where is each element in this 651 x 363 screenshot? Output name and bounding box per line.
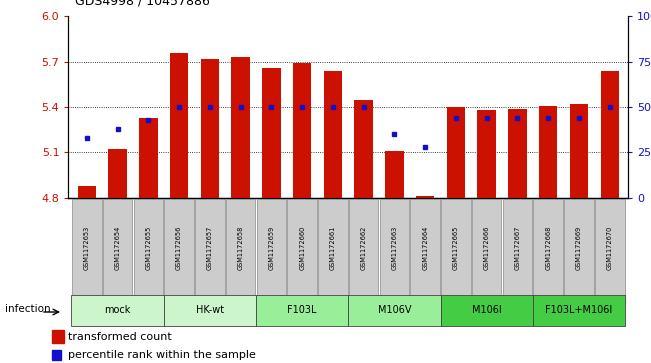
FancyBboxPatch shape <box>349 199 378 297</box>
Text: percentile rank within the sample: percentile rank within the sample <box>68 350 256 360</box>
Text: GSM1172664: GSM1172664 <box>422 225 428 270</box>
Text: GSM1172657: GSM1172657 <box>207 225 213 270</box>
FancyBboxPatch shape <box>410 199 440 297</box>
Text: GSM1172656: GSM1172656 <box>176 225 182 270</box>
FancyBboxPatch shape <box>318 199 348 297</box>
FancyBboxPatch shape <box>348 295 441 326</box>
Text: M106I: M106I <box>472 305 501 315</box>
FancyBboxPatch shape <box>287 199 317 297</box>
Bar <box>77 186 96 198</box>
Text: GSM1172659: GSM1172659 <box>268 226 274 270</box>
Bar <box>447 107 465 198</box>
FancyBboxPatch shape <box>103 199 132 297</box>
Text: HK-wt: HK-wt <box>196 305 224 315</box>
Bar <box>477 110 496 198</box>
Bar <box>170 53 188 198</box>
FancyBboxPatch shape <box>163 295 256 326</box>
Bar <box>416 196 434 198</box>
Bar <box>354 99 373 198</box>
FancyBboxPatch shape <box>595 199 624 297</box>
Bar <box>570 104 589 198</box>
FancyBboxPatch shape <box>256 199 286 297</box>
Text: GSM1172663: GSM1172663 <box>391 226 397 270</box>
Text: infection: infection <box>5 304 51 314</box>
Text: F103L+M106I: F103L+M106I <box>546 305 613 315</box>
Text: GSM1172669: GSM1172669 <box>576 226 582 270</box>
Bar <box>385 151 404 198</box>
Text: GSM1172667: GSM1172667 <box>514 225 520 270</box>
Text: GSM1172655: GSM1172655 <box>145 225 151 270</box>
Text: transformed count: transformed count <box>68 332 172 342</box>
FancyBboxPatch shape <box>533 295 625 326</box>
Text: GSM1172665: GSM1172665 <box>453 225 459 270</box>
Bar <box>262 68 281 198</box>
Bar <box>600 71 619 198</box>
Text: GSM1172670: GSM1172670 <box>607 225 613 270</box>
Text: GSM1172654: GSM1172654 <box>115 225 120 270</box>
FancyBboxPatch shape <box>380 199 409 297</box>
Bar <box>324 71 342 198</box>
FancyBboxPatch shape <box>441 199 471 297</box>
Bar <box>201 59 219 198</box>
FancyBboxPatch shape <box>256 295 348 326</box>
FancyBboxPatch shape <box>441 295 533 326</box>
Text: GSM1172666: GSM1172666 <box>484 225 490 270</box>
Bar <box>231 57 250 198</box>
Text: GDS4998 / 10457886: GDS4998 / 10457886 <box>75 0 210 7</box>
FancyBboxPatch shape <box>533 199 563 297</box>
Text: GSM1172668: GSM1172668 <box>546 225 551 270</box>
Text: GSM1172658: GSM1172658 <box>238 225 243 270</box>
Bar <box>139 118 158 198</box>
FancyBboxPatch shape <box>195 199 225 297</box>
Text: GSM1172660: GSM1172660 <box>299 225 305 270</box>
FancyBboxPatch shape <box>133 199 163 297</box>
Bar <box>508 109 527 198</box>
FancyBboxPatch shape <box>164 199 194 297</box>
Bar <box>293 63 311 198</box>
FancyBboxPatch shape <box>72 199 102 297</box>
FancyBboxPatch shape <box>564 199 594 297</box>
Text: GSM1172662: GSM1172662 <box>361 225 367 270</box>
FancyBboxPatch shape <box>503 199 533 297</box>
Bar <box>539 106 557 198</box>
Text: mock: mock <box>104 305 131 315</box>
FancyBboxPatch shape <box>472 199 501 297</box>
Bar <box>52 330 64 343</box>
Bar <box>108 150 127 198</box>
FancyBboxPatch shape <box>226 199 255 297</box>
Text: M106V: M106V <box>378 305 411 315</box>
Text: F103L: F103L <box>287 305 317 315</box>
Text: GSM1172661: GSM1172661 <box>330 226 336 270</box>
Text: GSM1172653: GSM1172653 <box>84 226 90 270</box>
Bar <box>52 350 61 360</box>
FancyBboxPatch shape <box>72 295 163 326</box>
